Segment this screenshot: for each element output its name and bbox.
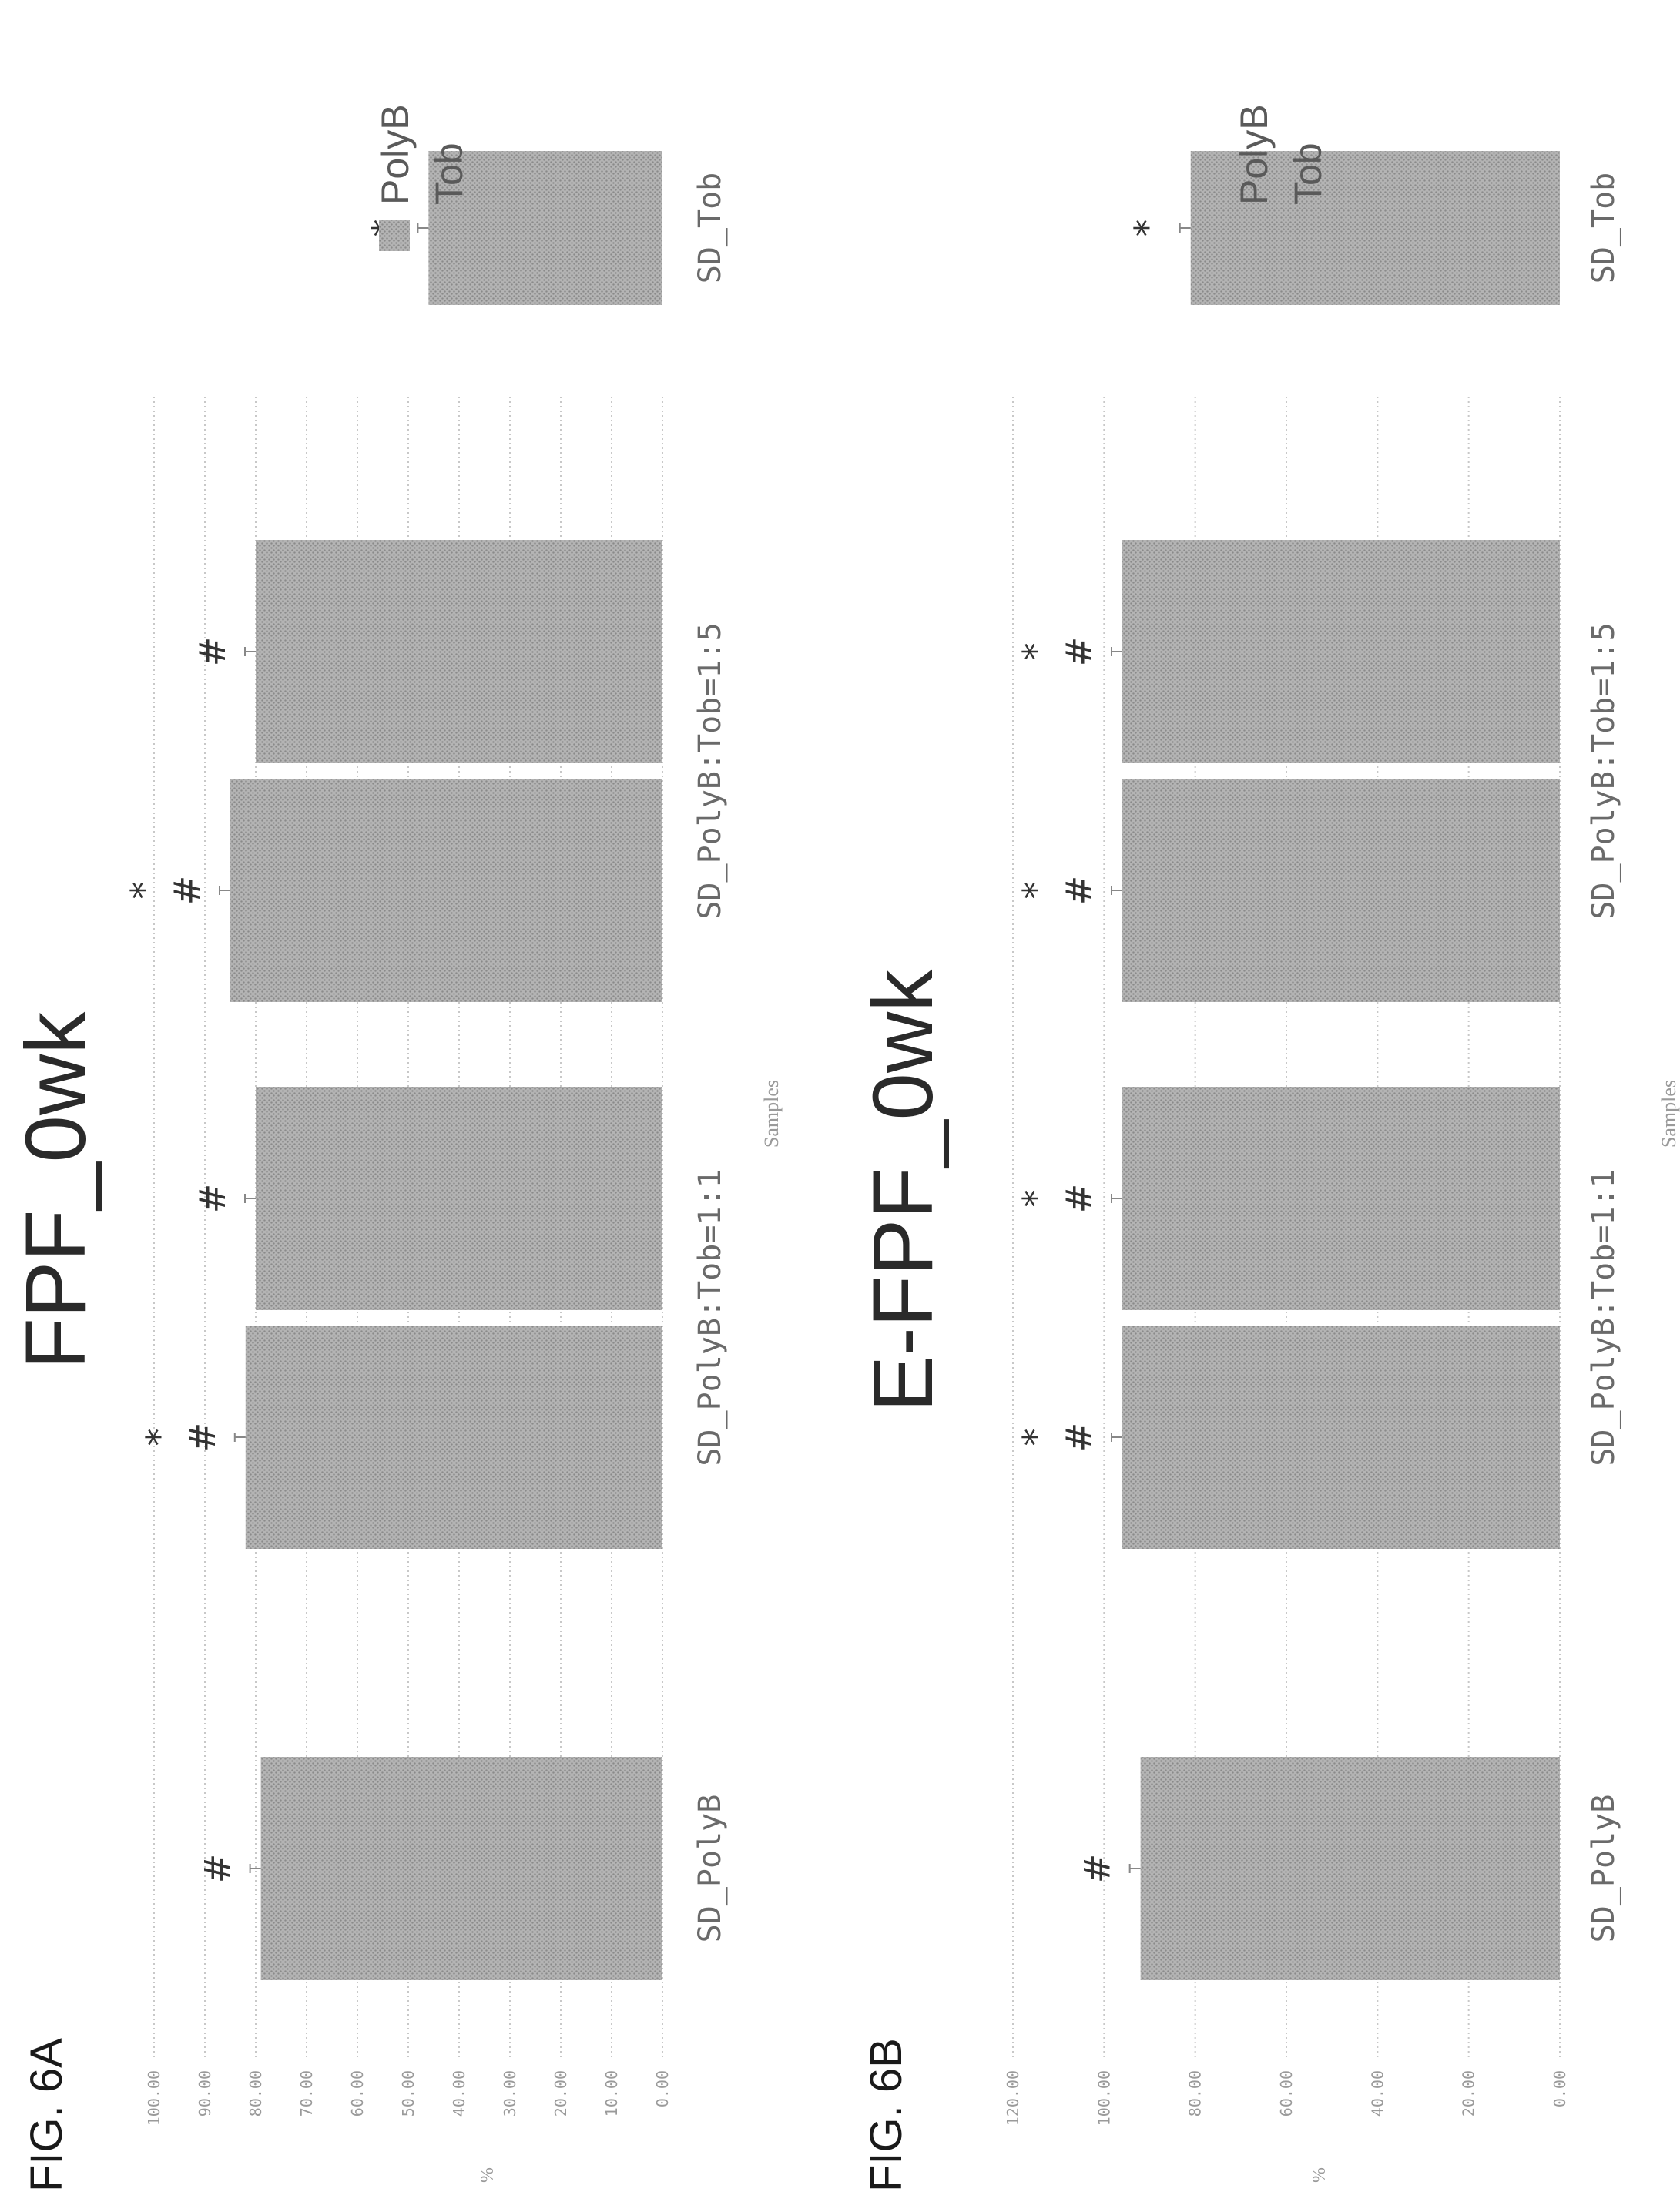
y-tick-labels: 0.00 10.00 20.00 30.00 40.00 50.00 60.00 70.00 8… [145,2070,672,2126]
x-axis-label: Samples [1658,1080,1680,1148]
y-tick-label: 120.00 [1004,2070,1022,2126]
category-label: SD_PolyB:Tob=1:5 [1586,622,1621,919]
significance-hash: # [182,1423,223,1453]
x-axis-label: Samples [760,1080,783,1148]
legend-swatch [1238,220,1269,251]
legend-label: Tob [428,142,471,205]
y-tick-label: 20.00 [552,2070,570,2117]
y-tick-label: 60.00 [1277,2070,1296,2117]
legend-label: Tob [1286,142,1330,205]
y-tick-label: 40.00 [1368,2070,1387,2117]
significance-hash: # [1058,876,1100,906]
y-tick-label: 100.00 [1095,2070,1113,2126]
significance-hash: # [197,1854,239,1884]
bar-polyb [245,1326,662,1549]
significance-asterisk: * [123,882,165,900]
y-tick-label: 70.00 [297,2070,316,2117]
significance-hash: # [192,1184,233,1214]
bar-polyb [1140,1757,1560,1980]
category-label: SD_PolyB [1586,1795,1621,1943]
figure-label: FIG. 6A [22,2038,72,2192]
significance-marks: ##*#*#*#** [1015,220,1169,1884]
significance-hash: # [192,637,233,667]
chart-title: E-FPF_0wk [856,969,951,1413]
panel-fig-6a: FIG. 6A FPF_0wk % Samples 0.00 10.00 20.00… [8,104,783,2192]
category-label: SD_Tob [1586,173,1621,284]
category-labels: SD_PolyB SD_PolyB:Tob=1:1 SD_PolyB:Tob=1:5… [692,173,728,1943]
category-label: SD_PolyB [692,1795,728,1943]
bar-tob [256,1087,662,1310]
bar-polyb [230,779,662,1002]
y-axis-label: % [478,2167,498,2183]
y-tick-label: 20.00 [1460,2070,1478,2117]
y-axis-label: % [1309,2167,1330,2183]
significance-asterisk: * [1015,882,1057,900]
chart-title: FPF_0wk [8,1011,103,1370]
bar-tob [428,151,663,305]
significance-hash: # [166,876,208,906]
bars [1111,151,1560,1980]
y-tick-label: 60.00 [348,2070,367,2117]
panel-fig-6b: FIG. 6B E-FPF_0wk % Samples 0.00 20.00 40.… [856,104,1680,2192]
y-tick-label: 0.00 [653,2070,672,2107]
significance-asterisk: * [139,1429,180,1446]
category-label: SD_PolyB:Tob=1:1 [692,1169,728,1466]
y-tick-label: 80.00 [1186,2070,1205,2117]
category-label: SD_Tob [692,173,728,284]
significance-marks: ##*##*#* [123,220,406,1884]
bar-tob [1122,1087,1560,1310]
bar-polyb [260,1757,663,1980]
y-tick-labels: 0.00 20.00 40.00 60.00 80.00 100.00 120.00 [1004,2070,1569,2126]
legend: PolyB Tob [1232,104,1330,251]
significance-hash: # [1058,637,1100,667]
y-tick-label: 10.00 [602,2070,621,2117]
legend-swatch [1292,220,1323,251]
legend-label: PolyB [1232,104,1276,205]
significance-asterisk: * [1015,643,1057,661]
bar-tob [256,540,662,763]
legend-swatch [433,220,464,251]
significance-hash: # [1058,1423,1100,1453]
significance-hash: # [1077,1854,1118,1884]
category-label: SD_PolyB:Tob=1:1 [1586,1169,1621,1466]
significance-asterisk: * [1015,1190,1057,1208]
bar-tob [1190,151,1560,305]
significance-hash: # [1058,1184,1100,1214]
bars [219,151,663,1980]
y-tick-label: 50.00 [399,2070,417,2117]
legend: PolyB Tob [374,104,471,251]
y-tick-label: 80.00 [246,2070,265,2117]
significance-asterisk: * [1127,220,1169,237]
category-label: SD_PolyB:Tob=1:5 [692,622,728,919]
y-tick-label: 30.00 [501,2070,519,2117]
legend-swatch [379,220,410,251]
bar-polyb [1122,779,1560,1002]
bar-tob [1122,540,1560,763]
significance-asterisk: * [1015,1429,1057,1446]
figure-label: FIG. 6B [861,2038,911,2192]
bar-polyb [1122,1326,1560,1549]
category-labels: SD_PolyB SD_PolyB:Tob=1:1 SD_PolyB:Tob=1:5… [1586,173,1621,1943]
y-tick-label: 90.00 [196,2070,214,2117]
legend-label: PolyB [374,104,417,205]
y-tick-label: 40.00 [450,2070,468,2117]
y-tick-label: 0.00 [1551,2070,1569,2107]
y-tick-label: 100.00 [145,2070,163,2126]
